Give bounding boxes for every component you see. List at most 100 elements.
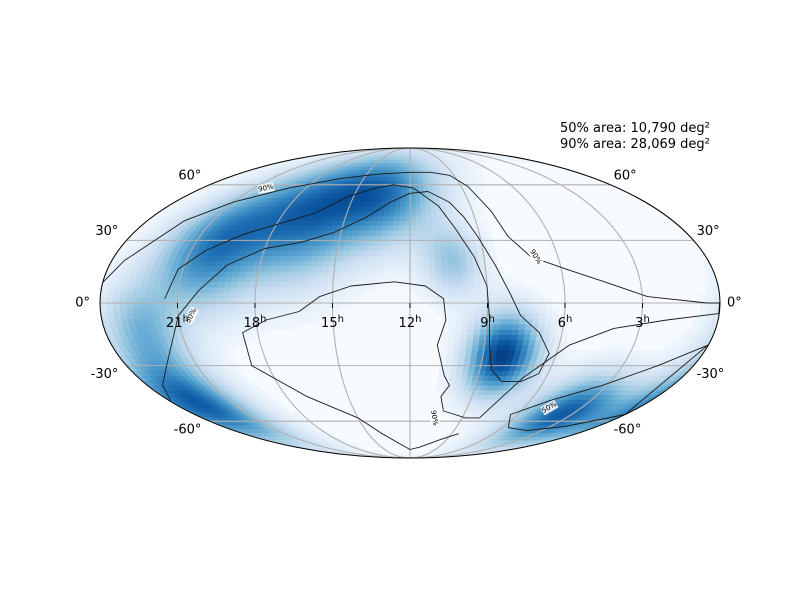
heat-cell bbox=[453, 260, 461, 267]
heat-cell bbox=[525, 307, 533, 314]
heat-cell bbox=[457, 355, 466, 361]
heat-cell bbox=[274, 318, 283, 325]
heat-cell bbox=[394, 201, 401, 207]
heat-cell bbox=[294, 276, 303, 283]
heat-cell bbox=[386, 225, 394, 231]
heat-cell bbox=[398, 230, 405, 236]
heat-cell bbox=[433, 250, 442, 256]
heat-cell bbox=[427, 245, 435, 251]
heat-cell bbox=[404, 197, 411, 203]
heat-cell bbox=[157, 302, 166, 309]
heat-cell bbox=[399, 197, 406, 203]
heat-cell bbox=[459, 339, 467, 346]
heat-cell bbox=[164, 302, 172, 309]
heat-cell bbox=[510, 334, 518, 341]
heat-cell bbox=[346, 270, 354, 277]
dec-tick-label-left: -60° bbox=[174, 423, 202, 438]
heat-cell bbox=[274, 286, 282, 293]
heat-cell bbox=[413, 172, 418, 178]
heat-cell bbox=[230, 276, 239, 283]
heat-cell bbox=[358, 276, 366, 283]
heat-cell bbox=[366, 250, 374, 256]
heat-cell bbox=[306, 292, 314, 299]
heat-cell bbox=[706, 292, 714, 299]
heat-cell bbox=[364, 286, 372, 293]
heat-cell bbox=[465, 339, 474, 346]
heat-cell bbox=[248, 286, 257, 293]
heat-cell bbox=[451, 355, 459, 361]
heat-cell bbox=[403, 260, 411, 267]
heat-cell bbox=[307, 276, 315, 283]
heat-cell bbox=[409, 270, 417, 277]
heat-cell bbox=[448, 375, 457, 381]
heat-cell bbox=[519, 307, 527, 314]
heat-cell bbox=[345, 292, 353, 299]
heat-cell bbox=[384, 260, 392, 267]
heat-cell bbox=[472, 334, 480, 341]
heat-cell bbox=[287, 281, 296, 288]
heat-cell bbox=[436, 215, 444, 221]
heat-cell bbox=[470, 349, 478, 356]
heat-cell bbox=[434, 270, 443, 277]
heat-cell bbox=[254, 307, 263, 314]
heat-cell bbox=[293, 302, 301, 309]
heat-cell bbox=[177, 302, 185, 309]
heat-cell bbox=[209, 292, 218, 299]
heat-cell bbox=[458, 250, 466, 256]
heat-cell bbox=[486, 307, 495, 314]
heat-cell bbox=[430, 210, 438, 217]
heat-cell bbox=[377, 276, 385, 283]
heat-cell bbox=[338, 281, 347, 288]
heat-cell bbox=[340, 265, 348, 272]
heat-cell bbox=[465, 260, 474, 267]
heat-cell bbox=[222, 286, 231, 293]
heat-cell bbox=[448, 286, 456, 293]
heat-cell bbox=[338, 297, 346, 304]
heat-cell bbox=[196, 302, 204, 309]
heat-cell bbox=[493, 302, 501, 309]
heat-cell bbox=[424, 201, 431, 207]
heat-cell bbox=[106, 313, 115, 320]
heat-cell bbox=[435, 281, 443, 288]
heat-cell bbox=[466, 270, 474, 277]
heat-cell bbox=[405, 188, 411, 194]
heat-cell bbox=[274, 297, 282, 304]
heat-cell bbox=[459, 260, 467, 267]
heat-cell bbox=[455, 370, 463, 376]
heat-cell bbox=[301, 270, 310, 277]
heat-cell bbox=[435, 297, 443, 304]
heat-cell bbox=[354, 245, 363, 251]
heat-cell bbox=[447, 329, 455, 336]
heat-cell bbox=[448, 313, 456, 320]
heat-cell bbox=[532, 292, 540, 299]
heat-cell bbox=[421, 230, 428, 236]
heat-cell bbox=[113, 286, 122, 293]
heat-cell bbox=[431, 220, 439, 226]
area-50-annotation: 50% area: 10,790 deg² bbox=[560, 121, 710, 136]
heat-cell bbox=[409, 286, 417, 293]
heat-cell bbox=[100, 297, 107, 304]
heat-cell bbox=[293, 286, 302, 293]
heat-cell bbox=[313, 281, 321, 288]
heat-cell bbox=[390, 281, 398, 288]
heat-cell bbox=[119, 286, 128, 293]
heat-cell bbox=[493, 297, 501, 304]
heat-cell bbox=[352, 270, 360, 277]
heat-cell bbox=[241, 292, 250, 299]
heat-cell bbox=[403, 235, 411, 241]
heat-cell bbox=[467, 286, 475, 293]
heat-cell bbox=[422, 297, 430, 304]
heat-cell bbox=[332, 307, 340, 314]
heat-cell bbox=[497, 334, 506, 341]
heat-cell bbox=[414, 206, 421, 212]
heat-cell bbox=[445, 360, 453, 366]
heat-cell bbox=[409, 250, 417, 256]
heat-cell bbox=[453, 334, 461, 341]
heat-cell bbox=[469, 355, 478, 361]
heat-cell bbox=[403, 225, 411, 231]
heat-cell bbox=[405, 172, 411, 178]
heat-cell bbox=[387, 220, 394, 226]
heat-cell bbox=[409, 215, 416, 221]
heat-cell bbox=[367, 245, 375, 251]
heat-cell bbox=[379, 240, 387, 246]
